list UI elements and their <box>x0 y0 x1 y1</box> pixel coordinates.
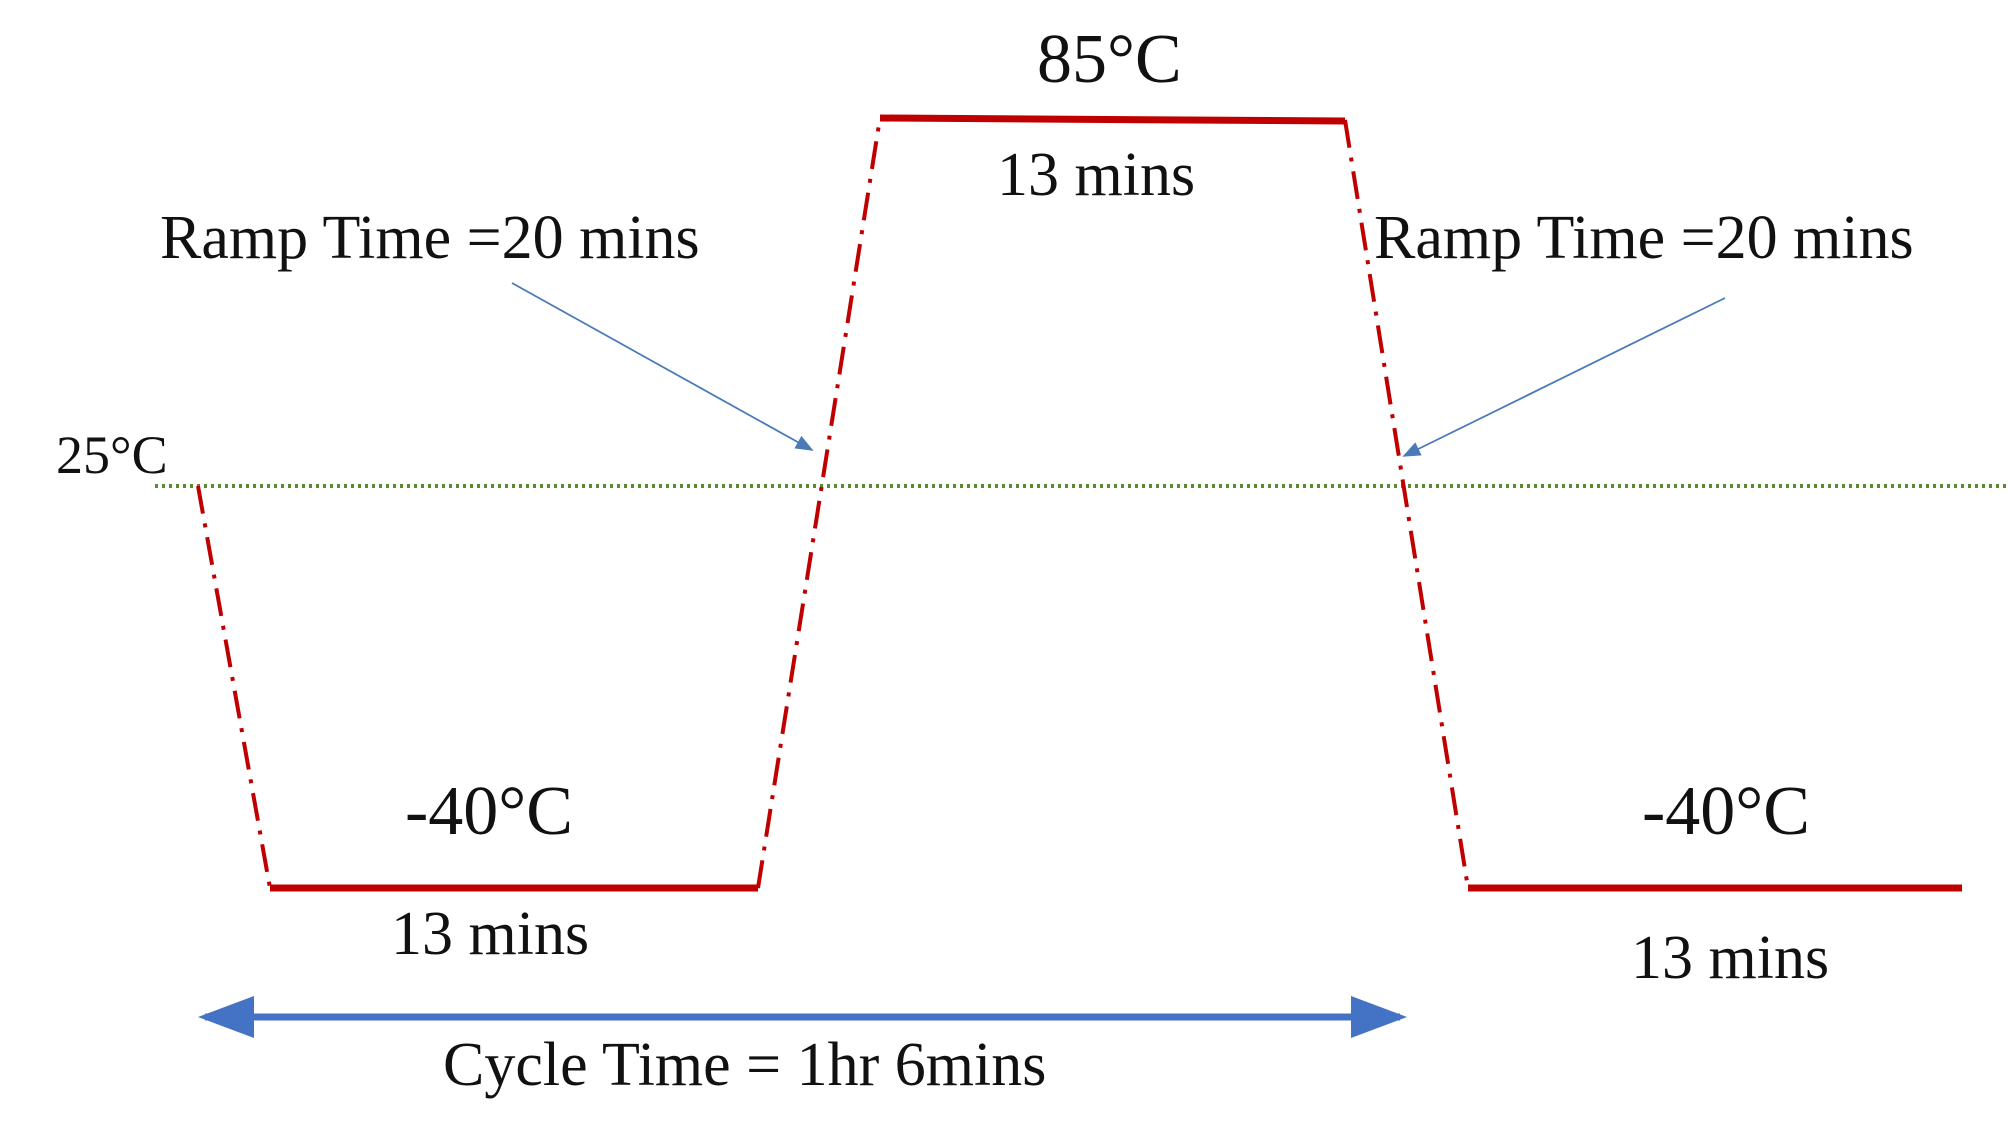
ramp-down-initial <box>196 485 272 889</box>
hot-dwell-time-label: 13 mins <box>997 141 1195 209</box>
cold-dwell-time-label-first: 13 mins <box>391 900 589 968</box>
ambient-temp-label: 25°C <box>56 425 168 485</box>
cycle-time-label: Cycle Time = 1hr 6mins <box>443 1031 1046 1099</box>
ramp-left-pointer-arrow <box>511 282 814 451</box>
hot-dwell-line <box>879 114 1346 125</box>
ramp-down-segment <box>1343 119 1470 889</box>
hot-temp-label: 85°C <box>1037 21 1182 98</box>
ramp-time-label-left: Ramp Time =20 mins <box>160 204 700 272</box>
cold-temp-label-second: -40°C <box>1642 773 1810 850</box>
ramp-right-pointer-arrow <box>1402 297 1726 457</box>
ramp-up-segment <box>756 117 882 889</box>
ramp-time-label-right: Ramp Time =20 mins <box>1374 204 1914 272</box>
cold-dwell-time-label-second: 13 mins <box>1631 924 1829 992</box>
cold-temp-label-first: -40°C <box>405 773 573 850</box>
